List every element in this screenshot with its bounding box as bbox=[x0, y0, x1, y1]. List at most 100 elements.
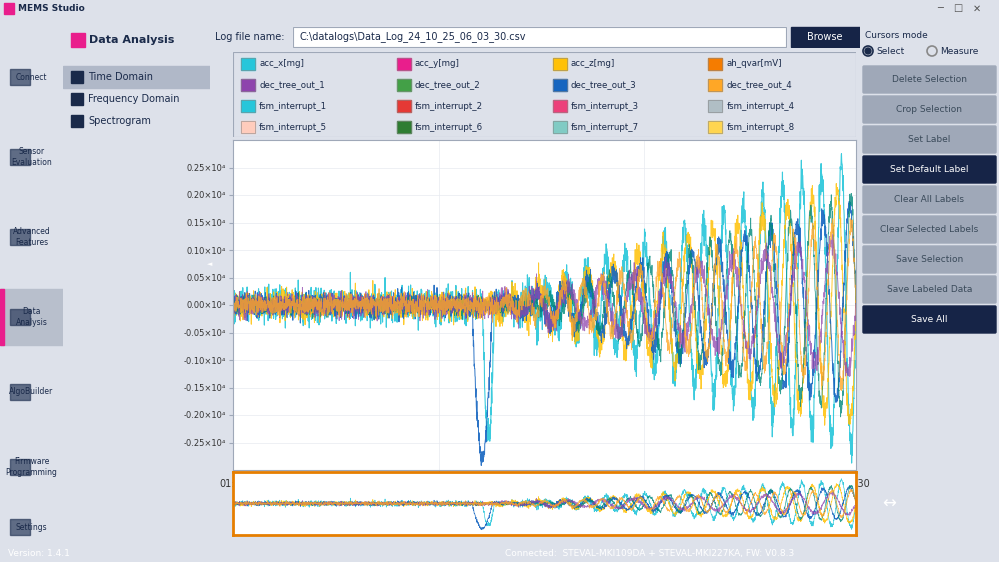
Bar bbox=[552, 79, 566, 91]
Bar bbox=[552, 121, 566, 133]
Text: Time Domain: Time Domain bbox=[88, 72, 153, 82]
Text: Frequency Domain: Frequency Domain bbox=[88, 94, 180, 104]
Text: fsm_interrupt_2: fsm_interrupt_2 bbox=[415, 102, 483, 111]
Bar bbox=[10, 384, 30, 400]
Text: acc_y[mg]: acc_y[mg] bbox=[415, 59, 460, 68]
Bar bbox=[63, 66, 210, 88]
Circle shape bbox=[865, 48, 871, 54]
Bar bbox=[10, 229, 30, 245]
Text: C:\datalogs\Data_Log_24_10_25_06_03_30.csv: C:\datalogs\Data_Log_24_10_25_06_03_30.c… bbox=[299, 31, 525, 43]
Text: dec_tree_out_2: dec_tree_out_2 bbox=[415, 80, 481, 89]
Bar bbox=[552, 100, 566, 112]
Bar bbox=[552, 79, 566, 91]
Bar bbox=[241, 121, 255, 133]
Bar bbox=[397, 58, 411, 70]
FancyBboxPatch shape bbox=[863, 246, 996, 273]
Text: ✕: ✕ bbox=[973, 3, 981, 13]
Bar bbox=[10, 519, 30, 535]
Bar bbox=[552, 58, 566, 70]
Text: Data Analysis: Data Analysis bbox=[89, 35, 175, 45]
Bar bbox=[241, 121, 255, 133]
Text: fsm_interrupt_1: fsm_interrupt_1 bbox=[259, 102, 327, 111]
Text: Spectrogram: Spectrogram bbox=[88, 116, 151, 126]
Text: Log file name:: Log file name: bbox=[215, 32, 285, 42]
Text: Connected:  STEVAL-MKI109DA + STEVAL-MKI227KA, FW: V0.8.3: Connected: STEVAL-MKI109DA + STEVAL-MKI2… bbox=[505, 549, 794, 558]
Bar bbox=[10, 309, 30, 325]
Bar bbox=[397, 79, 411, 91]
FancyBboxPatch shape bbox=[863, 216, 996, 243]
Bar bbox=[708, 58, 722, 70]
FancyBboxPatch shape bbox=[863, 156, 996, 183]
Text: fsm_interrupt_4: fsm_interrupt_4 bbox=[726, 102, 794, 111]
Text: Browse: Browse bbox=[807, 32, 843, 42]
FancyBboxPatch shape bbox=[863, 306, 996, 333]
Bar bbox=[293, 27, 786, 47]
Bar bbox=[241, 58, 255, 70]
Bar bbox=[10, 149, 30, 165]
Bar bbox=[71, 71, 83, 83]
Bar bbox=[708, 79, 722, 91]
FancyBboxPatch shape bbox=[863, 186, 996, 213]
Text: Advanced
Features: Advanced Features bbox=[13, 227, 50, 247]
Bar bbox=[397, 121, 411, 133]
Bar bbox=[241, 100, 255, 112]
Bar bbox=[708, 100, 722, 112]
Text: ◄: ◄ bbox=[208, 261, 213, 267]
Text: ↔: ↔ bbox=[882, 495, 896, 513]
Text: acc_z[mg]: acc_z[mg] bbox=[570, 59, 614, 68]
Bar bbox=[397, 100, 411, 112]
Bar bbox=[708, 121, 722, 133]
Text: fsm_interrupt_8: fsm_interrupt_8 bbox=[726, 123, 794, 132]
Bar bbox=[552, 100, 566, 112]
Text: MEMS Studio: MEMS Studio bbox=[18, 4, 85, 13]
Bar bbox=[397, 79, 411, 91]
Bar bbox=[708, 79, 722, 91]
Text: fsm_interrupt_7: fsm_interrupt_7 bbox=[570, 123, 638, 132]
Bar bbox=[0, 289, 63, 345]
Text: acc_x[mg]: acc_x[mg] bbox=[259, 59, 304, 68]
Text: Firmware
Programming: Firmware Programming bbox=[6, 457, 57, 477]
Bar bbox=[71, 115, 83, 127]
Text: Clear Selected Labels: Clear Selected Labels bbox=[880, 225, 979, 234]
Text: Save Selection: Save Selection bbox=[896, 255, 963, 264]
Bar bbox=[791, 27, 860, 47]
Text: AlgoBuilder: AlgoBuilder bbox=[9, 388, 54, 397]
Text: Save All: Save All bbox=[911, 315, 948, 324]
Text: fsm_interrupt_5: fsm_interrupt_5 bbox=[259, 123, 327, 132]
Bar bbox=[0, 289, 4, 345]
Bar bbox=[708, 121, 722, 133]
Text: Crop Selection: Crop Selection bbox=[896, 105, 962, 114]
FancyBboxPatch shape bbox=[863, 96, 996, 123]
Text: Save Labeled Data: Save Labeled Data bbox=[887, 285, 972, 294]
Text: Data
Analysis: Data Analysis bbox=[16, 307, 47, 327]
Text: Select: Select bbox=[876, 47, 904, 56]
Bar bbox=[241, 79, 255, 91]
Bar bbox=[241, 79, 255, 91]
Text: Version: 1.4.1: Version: 1.4.1 bbox=[8, 549, 70, 558]
Bar bbox=[552, 121, 566, 133]
Bar bbox=[708, 58, 722, 70]
Text: ─: ─ bbox=[937, 3, 943, 13]
Text: ah_qvar[mV]: ah_qvar[mV] bbox=[726, 59, 782, 68]
Bar bbox=[241, 58, 255, 70]
Bar bbox=[241, 100, 255, 112]
Text: dec_tree_out_3: dec_tree_out_3 bbox=[570, 80, 636, 89]
Text: □: □ bbox=[953, 3, 963, 13]
Text: Clear All Labels: Clear All Labels bbox=[894, 195, 964, 204]
Bar bbox=[71, 93, 83, 105]
Text: fsm_interrupt_6: fsm_interrupt_6 bbox=[415, 123, 483, 132]
Text: dec_tree_out_1: dec_tree_out_1 bbox=[259, 80, 325, 89]
Text: Measure: Measure bbox=[940, 47, 978, 56]
FancyBboxPatch shape bbox=[863, 126, 996, 153]
Bar bbox=[71, 33, 85, 47]
Bar bbox=[708, 100, 722, 112]
Text: Connect: Connect bbox=[16, 72, 47, 81]
Text: Settings: Settings bbox=[16, 523, 47, 532]
Text: Sensor
Evaluation: Sensor Evaluation bbox=[11, 147, 52, 167]
Bar bbox=[4, 3, 14, 14]
FancyBboxPatch shape bbox=[863, 276, 996, 303]
Bar bbox=[10, 69, 30, 85]
Text: Set Default Label: Set Default Label bbox=[890, 165, 969, 174]
Text: Set Label: Set Label bbox=[908, 135, 951, 144]
Bar bbox=[397, 58, 411, 70]
